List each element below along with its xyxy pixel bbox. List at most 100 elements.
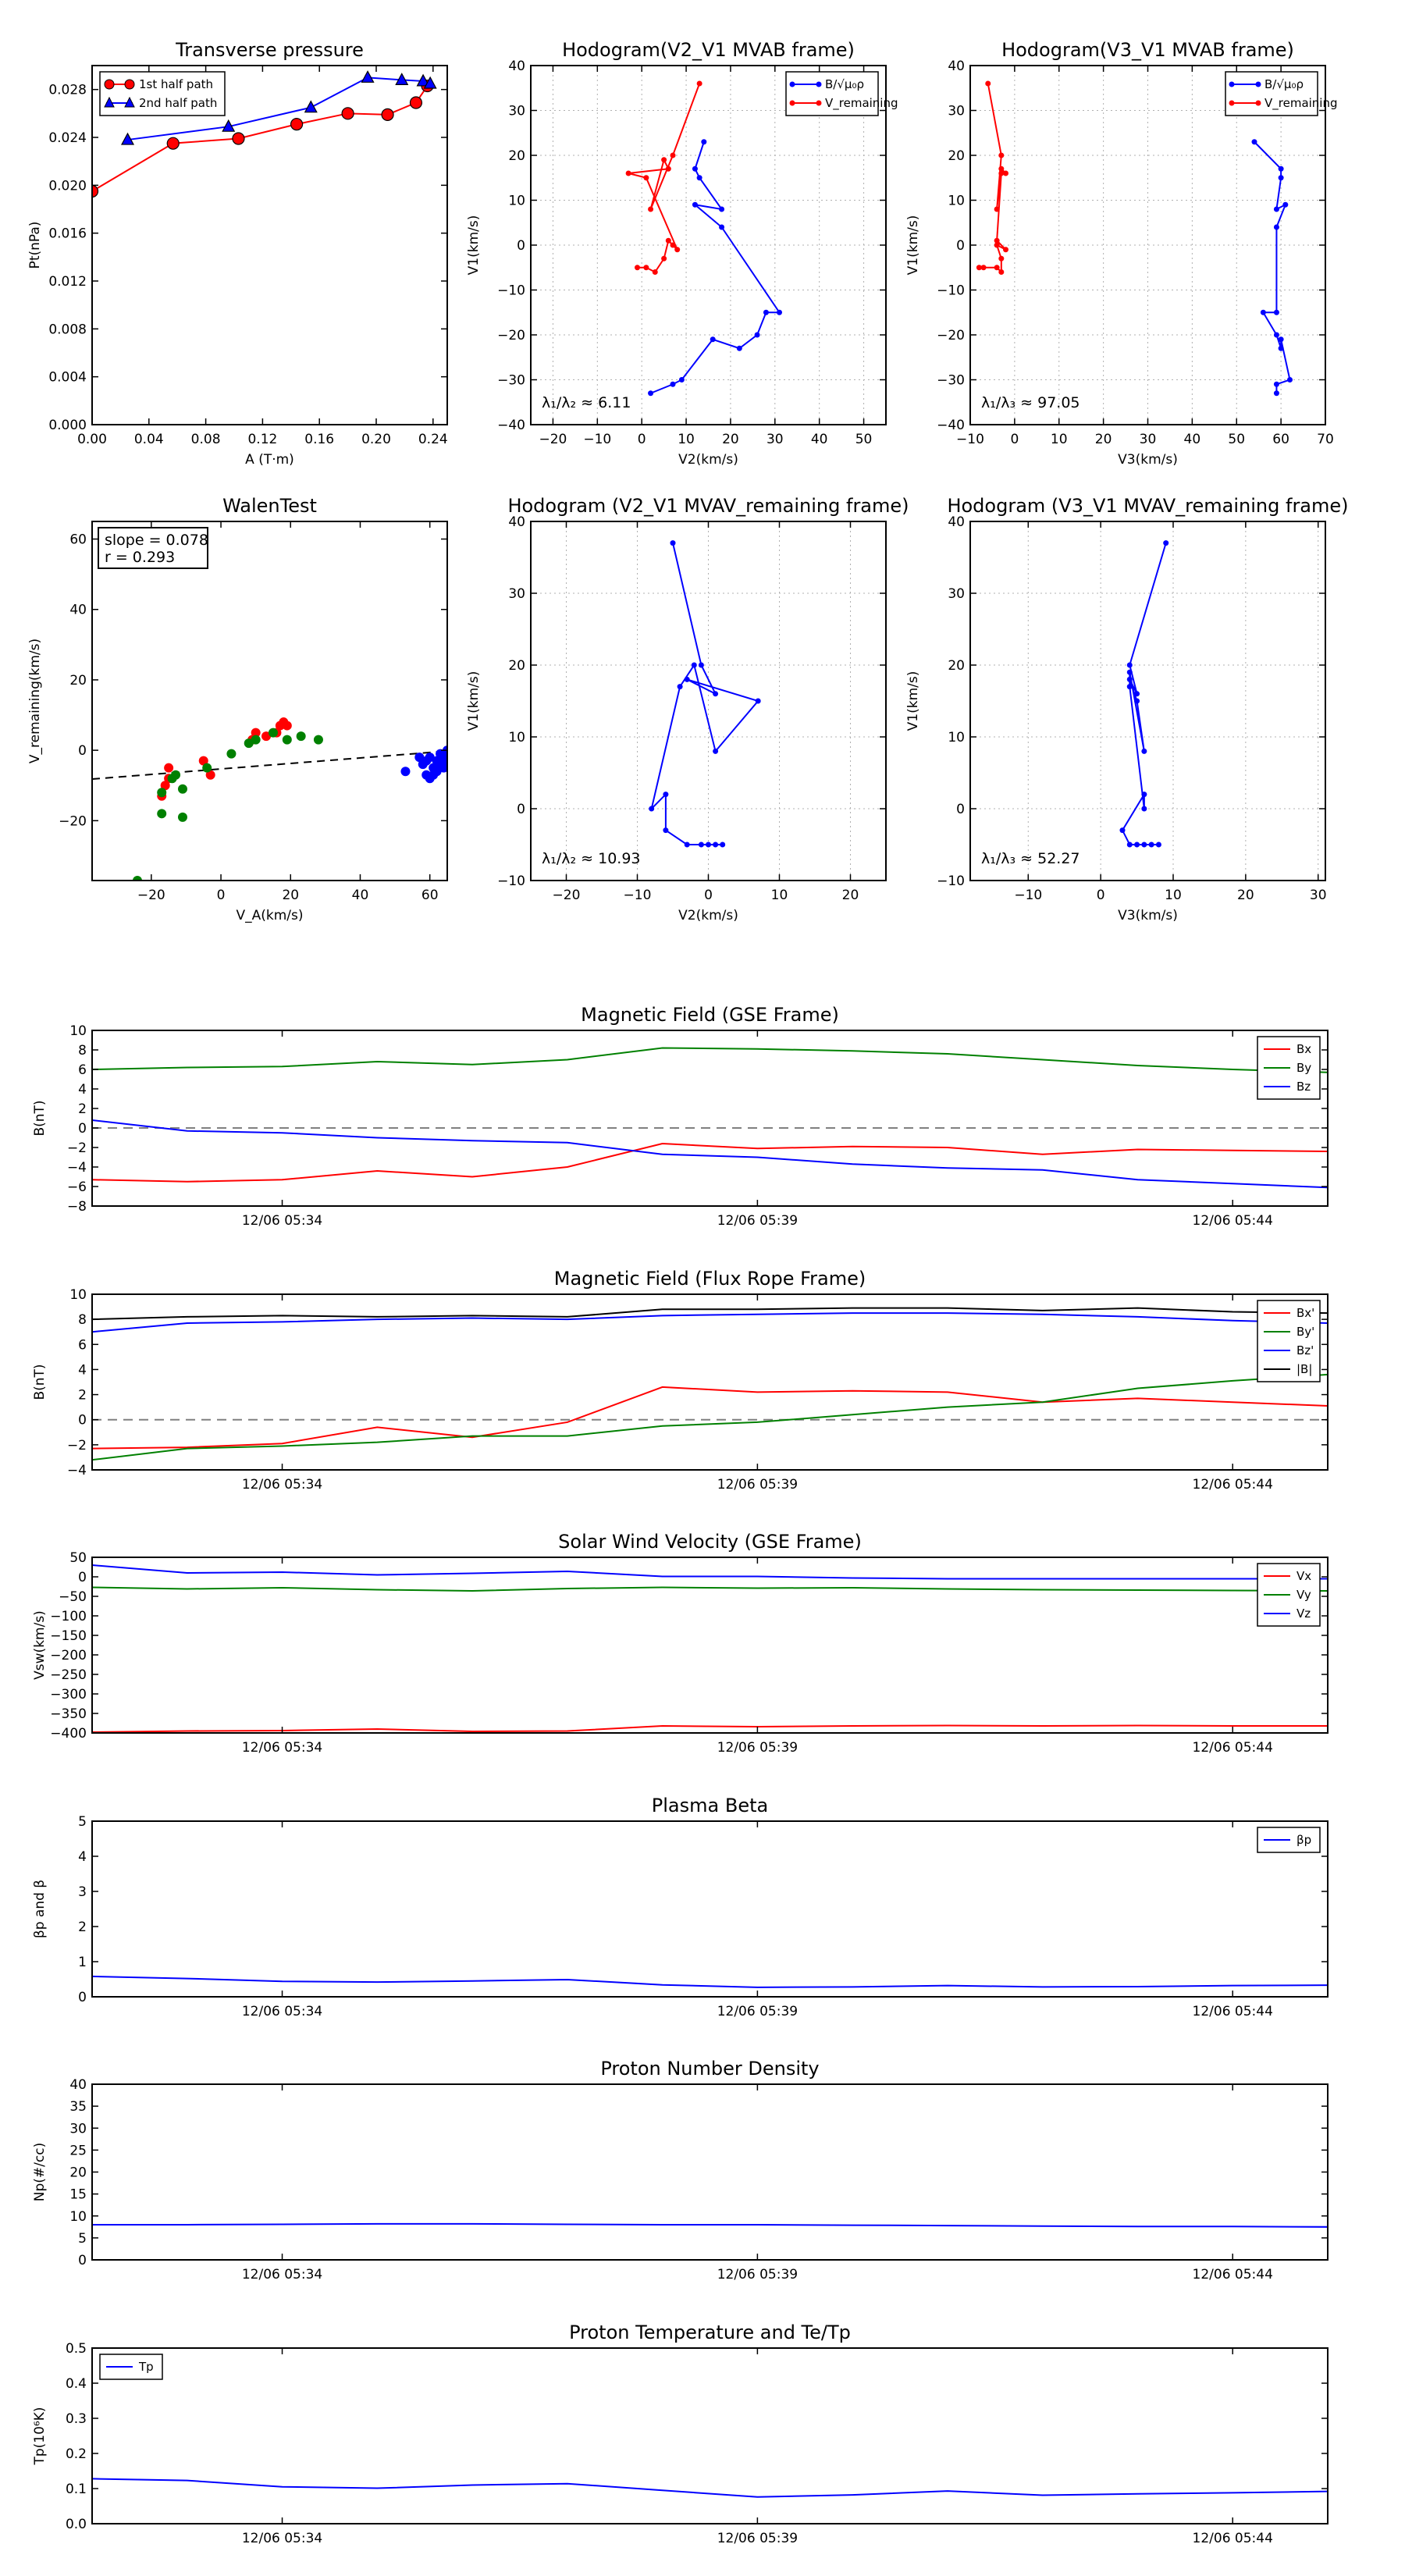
data-point xyxy=(710,336,716,343)
y-tick-label: 0 xyxy=(78,2253,87,2268)
y-tick-label: 0 xyxy=(517,238,525,254)
y-axis-label: Tp(10⁶K) xyxy=(32,2407,48,2465)
legend-box xyxy=(1225,71,1318,116)
series-b- xyxy=(648,139,782,397)
stats-box xyxy=(98,527,208,569)
series-0 xyxy=(92,2222,1328,2228)
x-axis-label: V_A(km/s) xyxy=(236,908,303,923)
x-tick-label: 10 xyxy=(771,888,788,903)
y-tick-label: 20 xyxy=(69,2165,87,2181)
y-tick-label: 0 xyxy=(956,238,965,254)
y-tick-label: −6 xyxy=(67,1179,87,1195)
y-tick-label: −20 xyxy=(937,328,965,343)
legend-label: Bz' xyxy=(1297,1343,1314,1357)
y-tick-label: 0.0 xyxy=(66,2517,87,2532)
data-point xyxy=(304,100,318,113)
y-tick-label: 60 xyxy=(69,532,87,548)
y-tick-label: −20 xyxy=(59,813,87,829)
data-point xyxy=(439,763,447,773)
y-tick-label: 4 xyxy=(78,1849,87,1865)
series-vx xyxy=(92,1724,1328,1733)
data-point xyxy=(677,684,683,690)
x-axis-label: V2(km/s) xyxy=(678,908,738,923)
data-point xyxy=(678,377,685,382)
data-point xyxy=(777,309,782,315)
legend-label: Vy xyxy=(1297,1588,1311,1602)
y-tick-label: −200 xyxy=(50,1648,87,1663)
legend-label: Bx xyxy=(1297,1042,1311,1056)
data-point xyxy=(160,781,170,791)
data-point xyxy=(665,237,671,244)
y-tick-label: 2 xyxy=(78,1920,87,1935)
series-line xyxy=(92,1386,1328,1450)
data-point xyxy=(1273,224,1279,230)
x-tick-label: −10 xyxy=(1014,888,1042,903)
series-line xyxy=(1121,543,1167,845)
y-tick-label: 40 xyxy=(508,514,525,530)
legend-label: V_remaining xyxy=(1264,96,1338,111)
y-tick-label: 10 xyxy=(948,730,965,745)
plot-area xyxy=(92,2478,1328,2498)
x-tick-label: 12/06 05:34 xyxy=(242,2531,322,2546)
data-point xyxy=(698,662,704,668)
x-tick-label: 0 xyxy=(704,888,713,903)
data-point xyxy=(635,265,640,271)
data-point xyxy=(994,237,1000,244)
data-point xyxy=(414,753,425,763)
y-tick-label: 30 xyxy=(508,586,525,602)
data-point xyxy=(261,731,272,742)
chart-proton-number-density: 12/06 05:34 12/06 05:39 12/06 05:44 0 5 10 15 2… xyxy=(32,2058,1329,2282)
series-2nd-half-path xyxy=(120,70,437,145)
chart-magnetic-field-flux-rope: 12/06 05:34 12/06 05:39 12/06 05:44 −4 −2 0 2 4… xyxy=(32,1268,1329,1493)
legend-label: By xyxy=(1297,1061,1311,1075)
y-tick-label: 0.028 xyxy=(48,83,87,98)
legend-marker xyxy=(816,100,822,106)
data-point xyxy=(1126,669,1133,675)
legend-marker xyxy=(1229,81,1235,87)
data-point xyxy=(698,841,704,848)
series-by xyxy=(92,1047,1328,1073)
series--b- xyxy=(92,1307,1328,1321)
stats-text: slope = 0.078 xyxy=(105,532,208,549)
plot-area xyxy=(92,1307,1328,1461)
data-point xyxy=(1126,841,1133,848)
data-point xyxy=(625,170,631,176)
legend-marker xyxy=(124,96,135,108)
legend: 1st half path 2nd half path xyxy=(99,71,226,116)
data-point xyxy=(754,332,760,338)
data-point xyxy=(177,784,187,794)
y-tick-label: 30 xyxy=(948,104,965,119)
y-tick-label: −40 xyxy=(497,418,525,433)
x-tick-label: 40 xyxy=(1184,432,1201,447)
legend-marker xyxy=(104,79,115,90)
x-tick-label: −20 xyxy=(553,888,581,903)
legend: Bx By Bz xyxy=(1257,1036,1321,1100)
series-line xyxy=(92,1373,1328,1461)
data-point xyxy=(713,748,719,754)
data-point xyxy=(985,80,991,87)
data-point xyxy=(648,390,654,397)
x-tick-label: −10 xyxy=(583,432,611,447)
data-point xyxy=(92,184,99,198)
y-tick-label: 0 xyxy=(78,1570,87,1585)
y-tick-label: 0.1 xyxy=(66,2482,87,2497)
plot-frame xyxy=(91,1820,1329,1998)
data-point xyxy=(1126,676,1133,682)
y-tick-label: −2 xyxy=(67,1438,87,1453)
data-point xyxy=(1278,165,1284,172)
data-point xyxy=(1163,540,1169,546)
series-0 xyxy=(1119,540,1169,848)
data-point xyxy=(416,73,430,87)
x-tick-label: 20 xyxy=(722,432,739,447)
legend-label: B/√μ₀ρ xyxy=(825,77,864,91)
data-point xyxy=(177,812,187,822)
data-point xyxy=(443,756,447,766)
data-point xyxy=(665,165,671,172)
data-point xyxy=(763,309,769,315)
y-tick-label: 10 xyxy=(69,1287,87,1303)
data-point xyxy=(1278,175,1284,181)
y-tick-label: 30 xyxy=(508,104,525,119)
x-tick-label: 0.16 xyxy=(304,432,334,447)
data-point xyxy=(692,165,698,172)
